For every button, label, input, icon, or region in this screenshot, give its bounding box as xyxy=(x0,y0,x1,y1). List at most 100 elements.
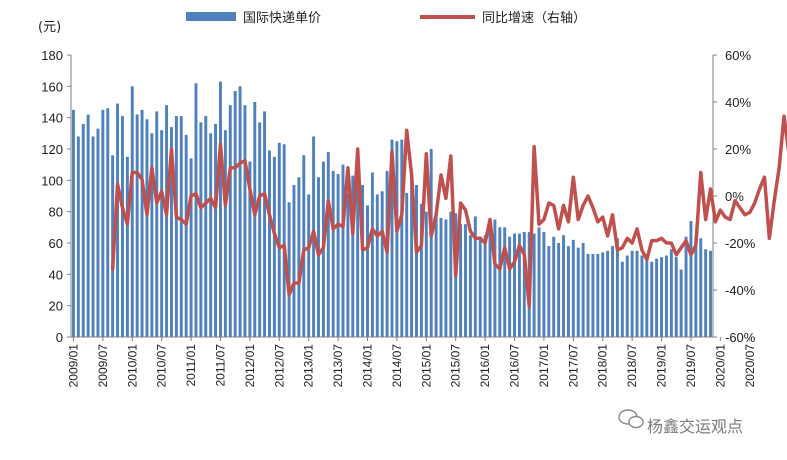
x-tick-label: 2019/07 xyxy=(684,344,698,388)
left-tick-label: 160 xyxy=(41,79,63,94)
bar xyxy=(473,216,477,337)
bar xyxy=(341,164,345,337)
bar xyxy=(542,232,546,337)
bar xyxy=(268,150,271,337)
bar xyxy=(400,139,404,337)
bar xyxy=(601,252,605,337)
bar xyxy=(366,205,369,337)
right-tick-label: -40% xyxy=(725,283,756,298)
bar xyxy=(449,211,453,337)
bar xyxy=(699,238,703,337)
bar xyxy=(439,217,443,337)
bar xyxy=(120,116,124,337)
bar xyxy=(209,133,213,337)
right-tick-label: 20% xyxy=(725,142,751,157)
left-tick-label: 0 xyxy=(56,330,63,345)
bar xyxy=(253,102,257,337)
bar xyxy=(361,185,365,337)
bar xyxy=(194,83,198,337)
bar xyxy=(488,227,492,337)
x-tick-label: 2015/07 xyxy=(449,344,463,388)
legend: 国际快递单价 同比增速（右轴） xyxy=(186,11,586,26)
bar xyxy=(503,227,507,337)
bar xyxy=(179,116,183,337)
bar xyxy=(664,255,668,337)
bar xyxy=(238,86,242,337)
bar xyxy=(96,128,100,337)
legend-line-label: 同比增速（右轴） xyxy=(482,11,586,26)
bar xyxy=(704,249,708,337)
bar xyxy=(76,136,80,337)
x-tick-label: 2010/01 xyxy=(125,344,139,388)
bar xyxy=(101,109,105,337)
legend-bar-label: 国际快递单价 xyxy=(243,11,321,26)
right-tick-label: 0% xyxy=(725,189,744,204)
bar xyxy=(135,114,139,337)
bar xyxy=(125,156,129,337)
left-tick-label: 180 xyxy=(41,48,63,63)
bar xyxy=(258,122,262,338)
bar xyxy=(419,203,423,337)
left-tick-label: 100 xyxy=(41,173,63,188)
bar xyxy=(606,250,610,337)
bar xyxy=(297,177,301,337)
bar xyxy=(390,139,394,337)
x-tick-label: 2011/01 xyxy=(184,344,198,387)
bar xyxy=(150,133,154,337)
bar xyxy=(674,257,678,337)
bar xyxy=(581,243,585,337)
bar xyxy=(557,243,561,337)
bar xyxy=(566,246,570,337)
bar xyxy=(292,185,296,337)
bar xyxy=(375,194,379,337)
bar xyxy=(228,105,232,337)
bar xyxy=(370,172,374,337)
bar xyxy=(576,247,580,337)
x-tick-label: 2017/01 xyxy=(537,344,551,388)
x-tick-label: 2012/01 xyxy=(243,344,257,388)
bar xyxy=(508,236,512,337)
bar xyxy=(611,246,614,337)
legend-bar-swatch xyxy=(186,12,236,21)
bar xyxy=(689,221,693,337)
bar xyxy=(562,235,565,337)
x-tick-label: 2011/07 xyxy=(213,344,227,387)
bar xyxy=(351,175,355,337)
left-tick-label: 40 xyxy=(49,267,63,282)
x-tick-label: 2014/07 xyxy=(390,344,404,388)
bar xyxy=(277,142,281,337)
bar xyxy=(199,122,203,338)
bar xyxy=(478,236,482,337)
bar xyxy=(424,211,428,337)
bar xyxy=(669,249,673,337)
bar xyxy=(537,227,541,337)
x-tick-label: 2012/07 xyxy=(272,344,286,388)
bar xyxy=(326,152,330,337)
bar xyxy=(223,130,227,337)
bar xyxy=(635,250,639,337)
bar xyxy=(468,235,472,337)
x-tick-label: 2009/01 xyxy=(66,344,80,388)
bar xyxy=(483,235,487,337)
line-series xyxy=(110,114,787,309)
x-tick-label: 2020/01 xyxy=(713,344,727,388)
x-tick-label: 2018/01 xyxy=(596,344,610,388)
bar xyxy=(130,86,134,337)
bar xyxy=(615,238,619,337)
x-tick-label: 2020/07 xyxy=(743,344,757,388)
bar xyxy=(189,158,193,337)
bar xyxy=(81,123,85,338)
right-tick-label: -60% xyxy=(725,330,756,345)
bar xyxy=(140,109,144,337)
bar xyxy=(287,202,291,337)
bar xyxy=(522,232,526,337)
bar xyxy=(272,156,276,337)
left-tick-label: 60 xyxy=(49,236,63,251)
bar xyxy=(552,236,556,337)
x-tick-label: 2013/07 xyxy=(331,344,345,388)
bar xyxy=(405,192,409,337)
bar xyxy=(434,214,438,337)
bar xyxy=(591,253,595,337)
watermark: 杨鑫交运观点 xyxy=(618,409,743,436)
bar xyxy=(380,191,384,337)
